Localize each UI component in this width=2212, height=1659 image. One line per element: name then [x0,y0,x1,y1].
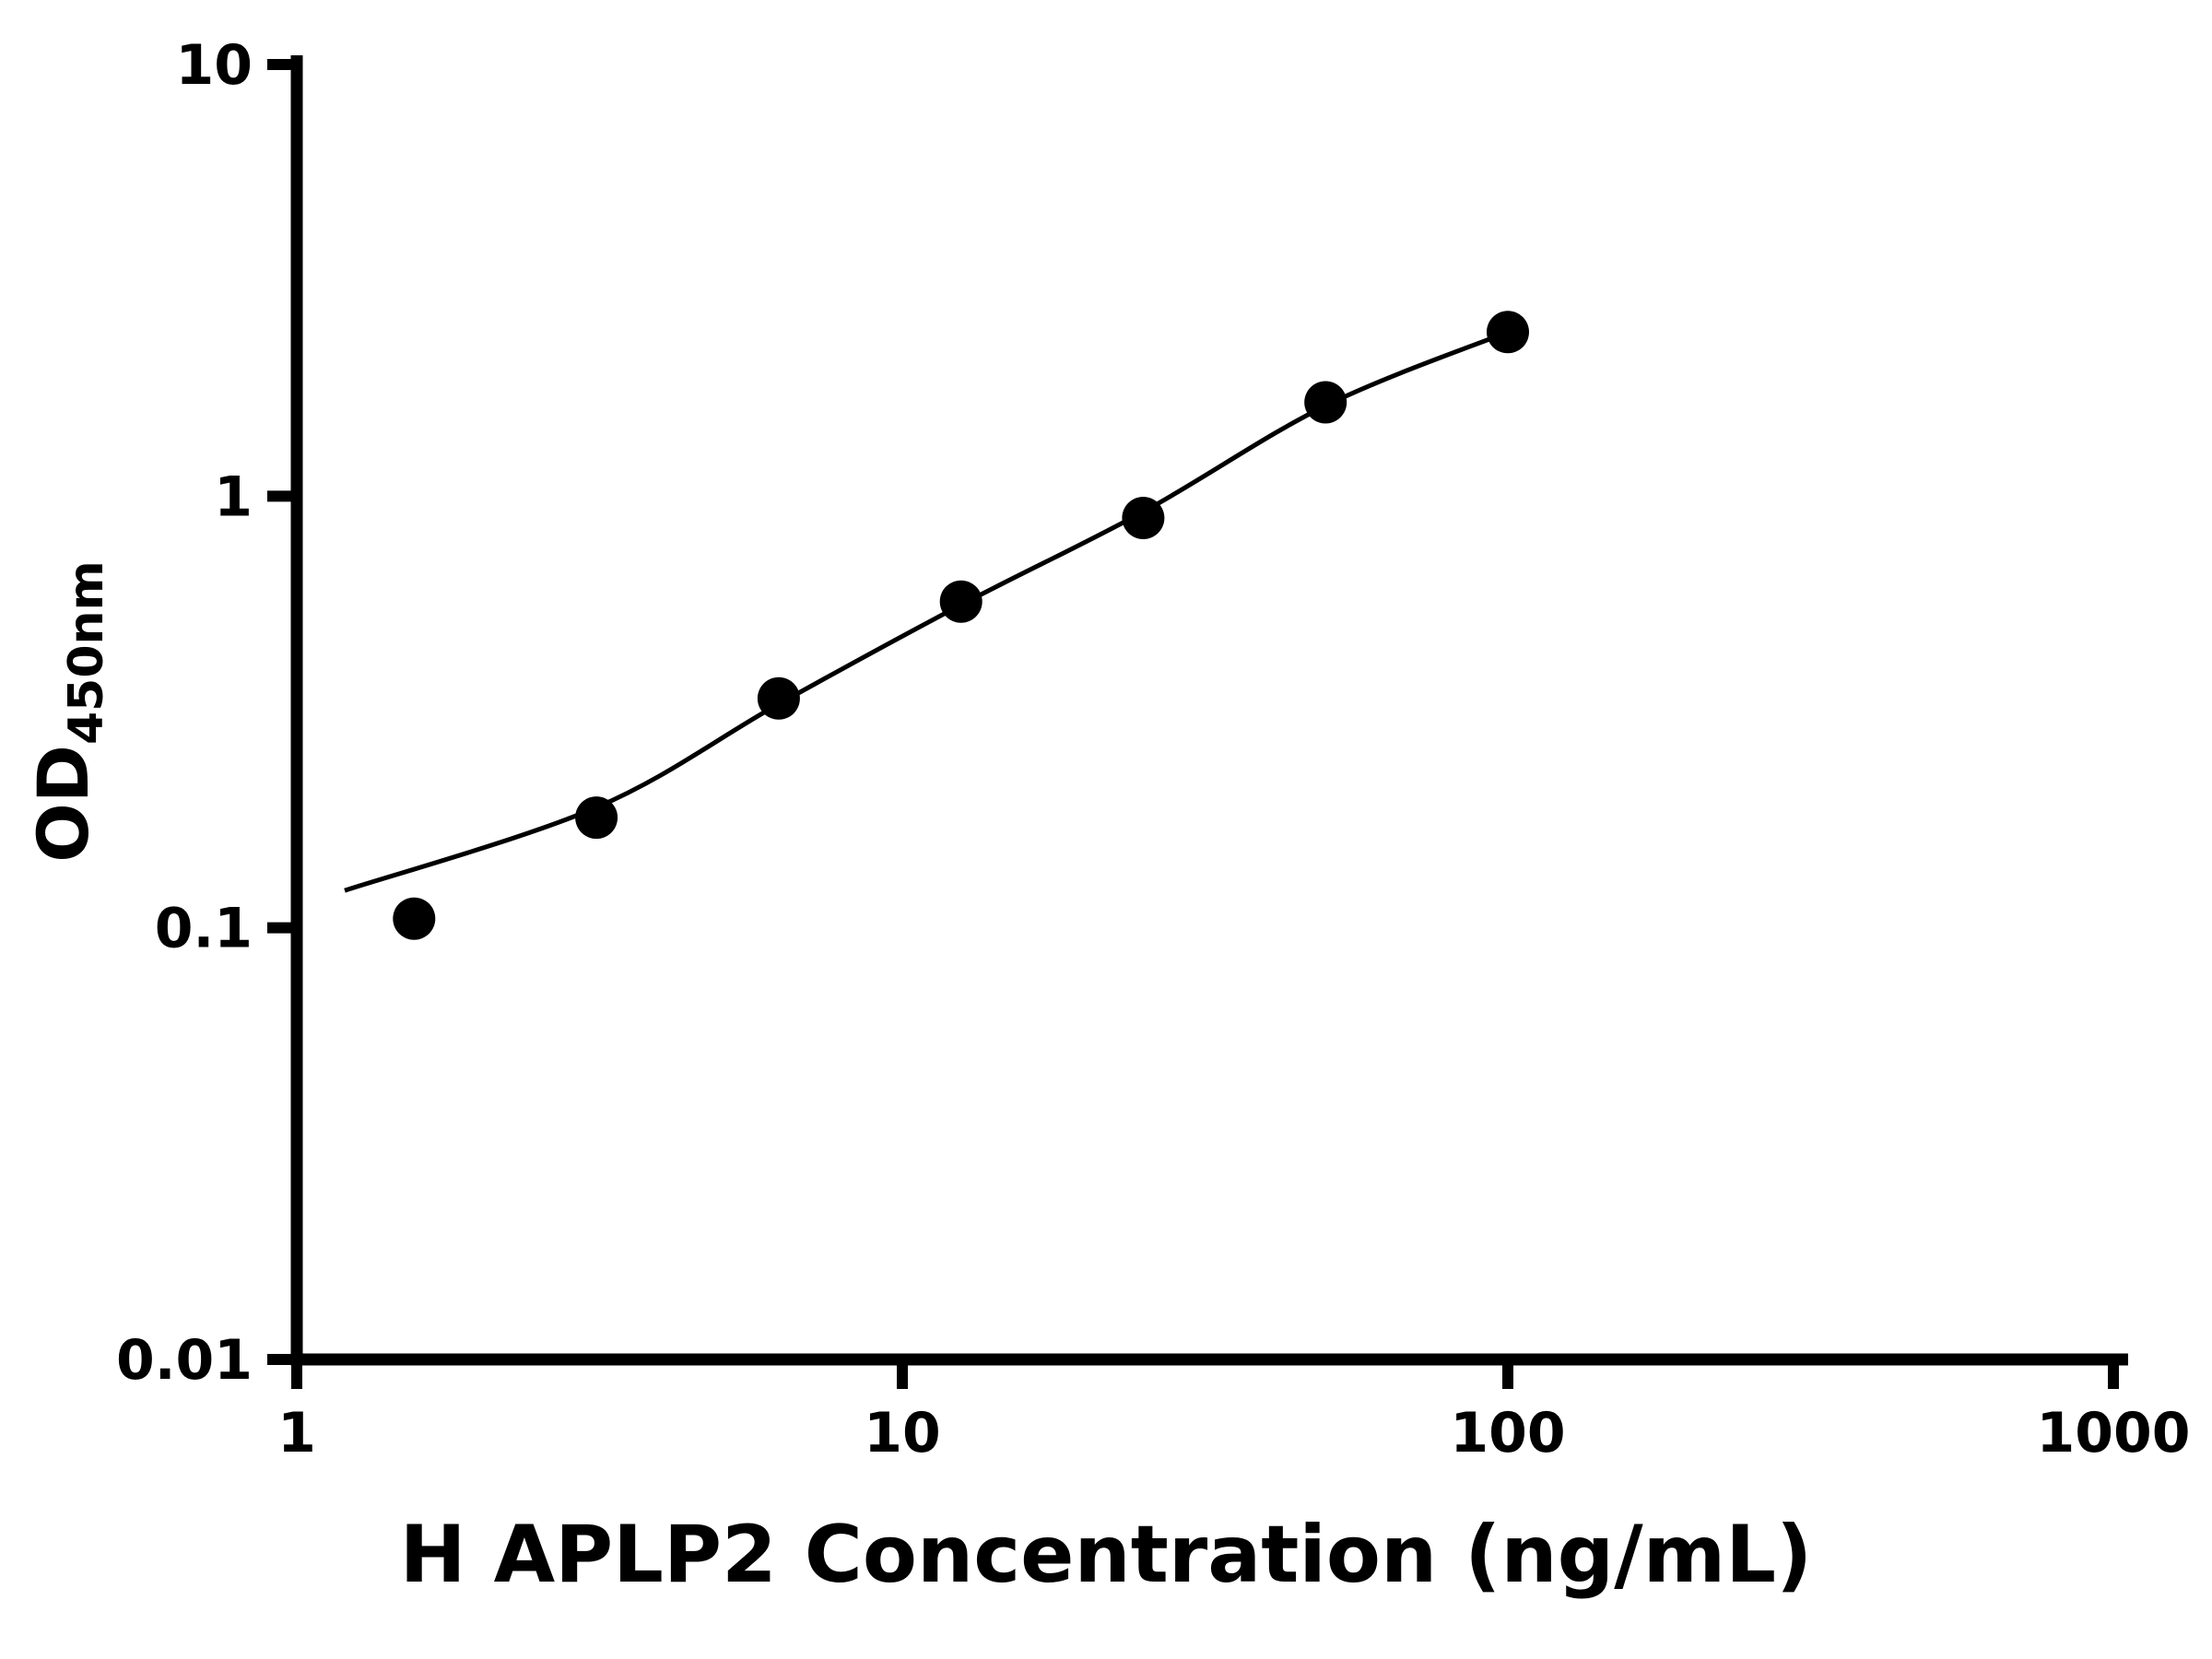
y-axis-ticks [267,59,297,1365]
y-axis-title: OD450nm [22,560,114,862]
y-tick-label: 10 [176,33,253,98]
y-tick-label: 1 [214,465,253,529]
y-axis-title-subscript: 450nm [59,560,114,745]
data-point [393,897,436,940]
x-tick-label: 1 [277,1401,316,1465]
x-axis-ticks [291,1359,2119,1389]
data-point [1487,311,1529,354]
data-point [939,580,982,623]
x-tick-label: 1000 [2037,1401,2191,1465]
x-axis-tick-labels: 1 10 100 1000 [277,1401,2190,1465]
y-axis-title-main: OD [22,745,104,863]
data-point [1304,381,1347,424]
x-tick-label: 100 [1450,1401,1565,1465]
x-axis-title: H APLP2 Concentration (ng/mL) [400,1509,1813,1601]
y-tick-label: 0.01 [116,1328,253,1393]
x-tick-label: 10 [864,1401,941,1465]
data-point [757,677,800,720]
y-tick-label: 0.1 [155,897,253,961]
data-point [575,796,618,840]
axis-spines [290,55,2128,1366]
data-point [1122,497,1165,539]
y-axis-tick-labels: 10 1 0.1 0.01 [116,33,253,1393]
data-points [393,311,1529,940]
